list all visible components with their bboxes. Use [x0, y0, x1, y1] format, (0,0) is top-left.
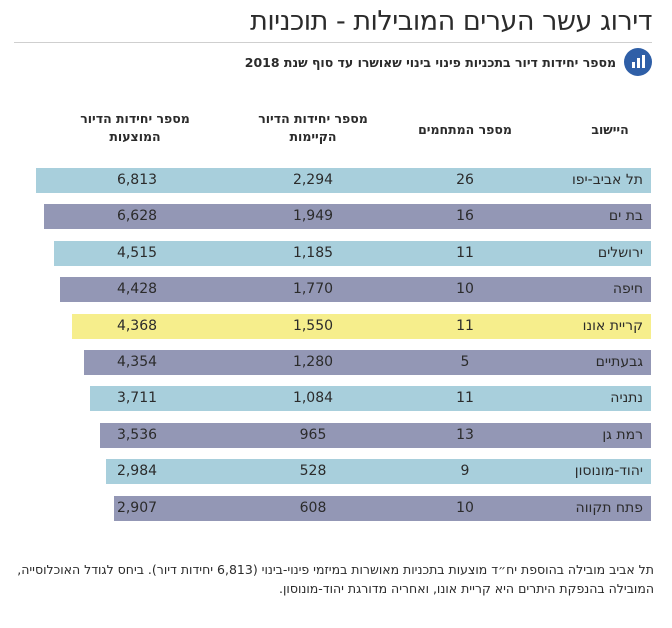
column-header-city: היישוב — [591, 122, 629, 137]
subtitle-row: מספר יחידות דיור בתכניות פינוי בינוי שאו… — [245, 48, 652, 76]
table-row: תל אביב-יפו 26 2,294 6,813 — [36, 168, 651, 193]
row-projects: 13 — [456, 427, 474, 443]
row-existing: 1,185 — [292, 245, 334, 261]
row-city: נתניה — [610, 390, 643, 406]
row-existing: 1,550 — [292, 318, 334, 334]
table-row: יהוד-מונוסון 9 528 2,984 — [106, 459, 651, 484]
table-row: חיפה 10 1,770 4,428 — [60, 277, 651, 302]
row-proposed: 3,711 — [116, 390, 158, 406]
row-projects: 11 — [456, 245, 474, 261]
row-proposed: 6,628 — [116, 208, 158, 224]
row-proposed: 6,813 — [116, 172, 158, 188]
row-city: יהוד-מונוסון — [574, 463, 643, 479]
row-proposed: 2,984 — [116, 463, 158, 479]
row-projects: 16 — [456, 208, 474, 224]
row-city: תל אביב-יפו — [571, 172, 643, 188]
row-city: ירושלים — [597, 245, 643, 261]
column-header-projects: מספר המתחמים — [418, 122, 512, 137]
row-proposed: 4,515 — [116, 245, 158, 261]
page-title: דירוג עשר הערים המובילות - תוכניות — [250, 6, 652, 37]
row-proposed: 4,428 — [116, 281, 158, 297]
row-city: חיפה — [612, 281, 643, 297]
row-existing: 1,949 — [292, 208, 334, 224]
bar-chart-icon — [624, 48, 652, 76]
row-existing: 608 — [299, 500, 327, 516]
table-row: קריית אונו 11 1,550 4,368 — [72, 314, 651, 339]
row-city: רמת גן — [602, 427, 643, 443]
table-row: פתח תקווה 10 608 2,907 — [114, 496, 651, 521]
row-city: גבעתיים — [595, 354, 643, 370]
footnote: תל אביב מובילה בהוספת יח״ד מוצעות בתכניו… — [17, 562, 654, 596]
row-proposed: 4,368 — [116, 318, 158, 334]
chart-subtitle: מספר יחידות דיור בתכניות פינוי בינוי שאו… — [244, 54, 616, 70]
row-projects: 9 — [460, 463, 470, 479]
row-projects: 10 — [456, 500, 474, 516]
row-existing: 1,770 — [292, 281, 334, 297]
row-proposed: 4,354 — [116, 354, 158, 370]
row-city: פתח תקווה — [575, 500, 643, 516]
row-existing: 1,084 — [292, 390, 334, 406]
table-row: גבעתיים 5 1,280 4,354 — [84, 350, 651, 375]
column-header-existing: מספר יחידות הדיור הקיימות — [258, 111, 368, 144]
table-row: בת ים 16 1,949 6,628 — [44, 204, 651, 229]
column-header-proposed: מספר יחידות הדיור המוצעות — [80, 111, 190, 144]
row-existing: 528 — [299, 463, 327, 479]
row-existing: 1,280 — [292, 354, 334, 370]
table-row: רמת גן 13 965 3,536 — [100, 423, 651, 448]
row-existing: 965 — [299, 427, 327, 443]
title-divider — [14, 42, 652, 43]
table-row: נתניה 11 1,084 3,711 — [90, 386, 651, 411]
row-city: בת ים — [608, 208, 643, 224]
row-proposed: 2,907 — [116, 500, 158, 516]
row-projects: 26 — [456, 172, 474, 188]
row-projects: 11 — [456, 390, 474, 406]
row-proposed: 3,536 — [116, 427, 158, 443]
row-city: קריית אונו — [582, 318, 643, 334]
table-row: ירושלים 11 1,185 4,515 — [54, 241, 651, 266]
row-existing: 2,294 — [292, 172, 334, 188]
row-projects: 5 — [460, 354, 470, 370]
row-projects: 11 — [456, 318, 474, 334]
row-projects: 10 — [456, 281, 474, 297]
